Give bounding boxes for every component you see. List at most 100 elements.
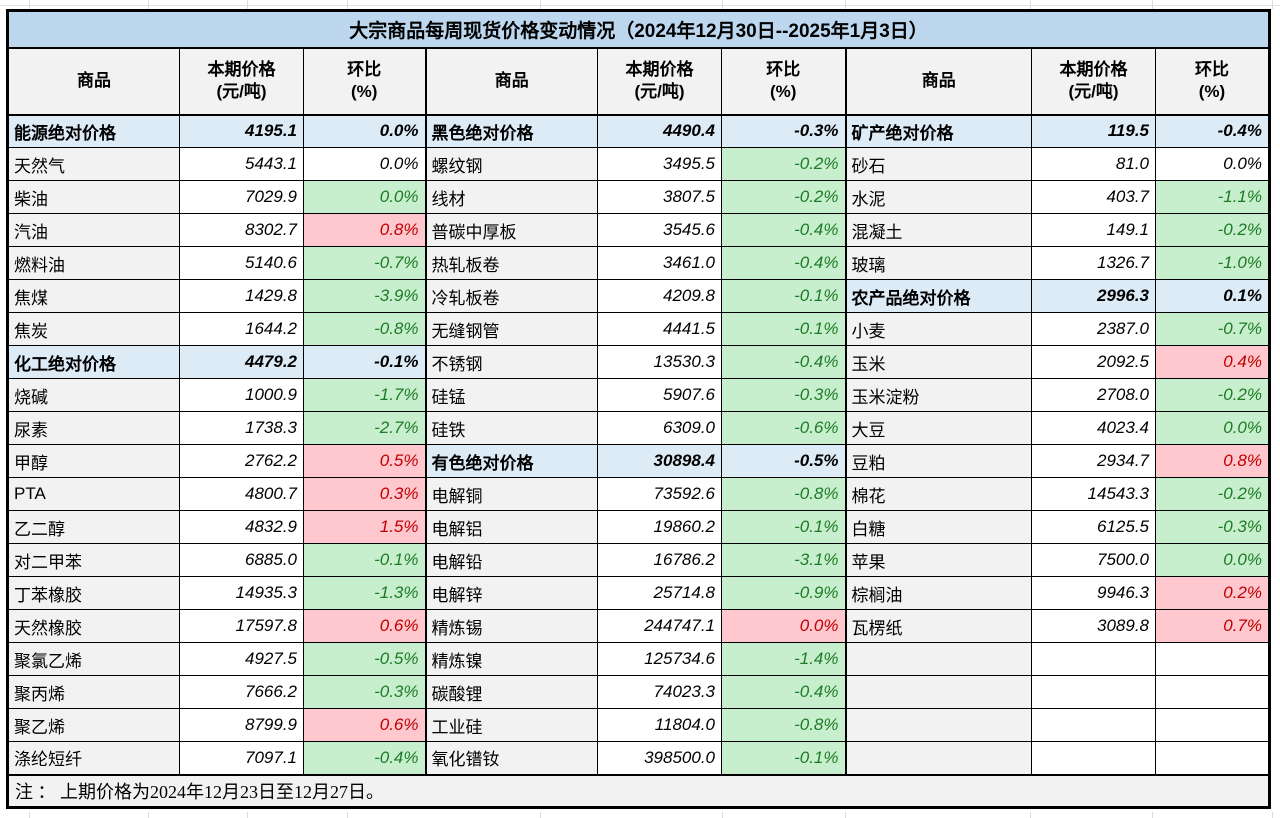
- price-cell: 14543.3: [1031, 477, 1156, 511]
- commodity-cell: 棕榈油: [844, 576, 1032, 610]
- price-cell: 2708.0: [1031, 378, 1156, 412]
- price-cell: 3807.5: [597, 180, 722, 214]
- sheet-gridline: [347, 0, 348, 9]
- pct-change-cell: -0.8%: [303, 312, 426, 346]
- commodity-cell: 天然气: [7, 147, 180, 181]
- commodity-cell: 砂石: [844, 147, 1032, 181]
- price-cell: [1031, 642, 1156, 676]
- price-cell: 2762.2: [179, 444, 304, 478]
- sheet-gridline: [247, 0, 248, 9]
- price-cell: 7097.1: [179, 741, 304, 775]
- price-cell: 3495.5: [597, 147, 722, 181]
- price-cell: 4023.4: [1031, 411, 1156, 445]
- table-row: 涤纶短纤 7097.1 -0.4% 氧化镨钕 398500.0 -0.1%: [7, 741, 1270, 775]
- pct-change-cell: 0.8%: [303, 213, 426, 247]
- price-cell: 17597.8: [179, 609, 304, 643]
- table-title: 大宗商品每周现货价格变动情况（2024年12月30日--2025年1月3日）: [7, 10, 1270, 49]
- commodity-cell: 大豆: [844, 411, 1032, 445]
- commodity-cell: 焦煤: [7, 279, 180, 313]
- col-header-pct-line1: 环比: [766, 59, 801, 79]
- pct-change-cell: -0.3%: [303, 675, 426, 709]
- price-cell: 244747.1: [597, 609, 722, 643]
- sheet-gridline: [29, 0, 30, 9]
- price-cell: 13530.3: [597, 345, 722, 379]
- table-row: 天然气 5443.1 0.0% 螺纹钢 3495.5 -0.2% 砂石 81.0 0.0%: [7, 147, 1270, 181]
- commodity-cell: 黑色绝对价格: [424, 114, 598, 148]
- commodity-cell: 电解锌: [424, 576, 598, 610]
- pct-change-cell: -0.8%: [721, 477, 846, 511]
- commodity-cell: 燃料油: [7, 246, 180, 280]
- price-cell: 7029.9: [179, 180, 304, 214]
- col-header-pct-line1: 环比: [1195, 59, 1229, 79]
- table-row: 对二甲苯 6885.0 -0.1% 电解铅 16786.2 -3.1% 苹果 7500.0 0.…: [7, 543, 1270, 577]
- price-cell: 30898.4: [597, 444, 722, 478]
- table-row: 聚丙烯 7666.2 -0.3% 碳酸锂 74023.3 -0.4%: [7, 675, 1270, 709]
- sheet-gridline: [1152, 812, 1153, 818]
- commodity-cell: [844, 675, 1032, 709]
- commodity-cell: [844, 642, 1032, 676]
- header-row: 商品 本期价格 (元/吨) 环比 (%) 商品 本期价格 (元/吨) 环比 (%) 商品…: [7, 47, 1270, 116]
- sheet-gridline: [0, 5, 1280, 6]
- price-cell: 2387.0: [1031, 312, 1156, 346]
- commodity-cell: 化工绝对价格: [7, 345, 180, 379]
- pct-change-cell: 0.6%: [303, 609, 426, 643]
- commodity-cell: 能源绝对价格: [7, 114, 180, 148]
- price-cell: 4209.8: [597, 279, 722, 313]
- price-cell: 16786.2: [597, 543, 722, 577]
- table-row: 丁苯橡胶 14935.3 -1.3% 电解锌 25714.8 -0.9% 棕榈油 9946.3…: [7, 576, 1270, 610]
- pct-change-cell: -0.3%: [721, 378, 846, 412]
- price-cell: 5443.1: [179, 147, 304, 181]
- sheet-gridline: [1272, 812, 1273, 818]
- pct-change-cell: 0.0%: [303, 147, 426, 181]
- table-row: 甲醇 2762.2 0.5% 有色绝对价格 30898.4 -0.5% 豆粕 2934.7 0.…: [7, 444, 1270, 478]
- price-cell: 8799.9: [179, 708, 304, 742]
- col-header-price-line2: (元/吨): [634, 82, 685, 101]
- pct-change-cell: -0.1%: [721, 312, 846, 346]
- commodity-cell: 电解铜: [424, 477, 598, 511]
- pct-change-cell: 1.5%: [303, 510, 426, 544]
- pct-change-cell: -0.1%: [303, 345, 426, 379]
- table-note: 注 ： 上期价格为2024年12月23日至12月27日。: [7, 773, 1270, 808]
- pct-change-cell: -0.1%: [721, 510, 846, 544]
- col-header-price-line2: (元/吨): [216, 82, 267, 101]
- sheet-gridline: [148, 812, 149, 818]
- sheet-gridline: [722, 0, 723, 9]
- price-cell: 3461.0: [597, 246, 722, 280]
- pct-change-cell: -0.3%: [1155, 510, 1270, 544]
- pct-change-cell: -3.1%: [721, 543, 846, 577]
- commodity-cell: 瓦楞纸: [844, 609, 1032, 643]
- price-cell: 125734.6: [597, 642, 722, 676]
- commodity-cell: 有色绝对价格: [424, 444, 598, 478]
- commodity-cell: PTA: [7, 477, 180, 511]
- price-cell: 6309.0: [597, 411, 722, 445]
- price-cell: 4800.7: [179, 477, 304, 511]
- col-header-price-line1: 本期价格: [1059, 59, 1128, 79]
- price-cell: 4490.4: [597, 114, 722, 148]
- col-header-pct-line2: (%): [770, 82, 797, 101]
- table-row: 聚氯乙烯 4927.5 -0.5% 精炼镍 125734.6 -1.4%: [7, 642, 1270, 676]
- price-cell: 3089.8: [1031, 609, 1156, 643]
- pct-change-cell: 0.0%: [1155, 543, 1270, 577]
- commodity-cell: 硅铁: [424, 411, 598, 445]
- price-cell: 4927.5: [179, 642, 304, 676]
- sheet-gridline: [722, 812, 723, 818]
- commodity-cell: 混凝土: [844, 213, 1032, 247]
- commodity-cell: 苹果: [844, 543, 1032, 577]
- commodity-cell: 不锈钢: [424, 345, 598, 379]
- price-cell: 2996.3: [1031, 279, 1156, 313]
- sheet-gridline: [347, 812, 348, 818]
- pct-change-cell: 0.0%: [721, 609, 846, 643]
- col-header-commodity: 商品: [424, 47, 598, 116]
- table-row: 天然橡胶 17597.8 0.6% 精炼锡 244747.1 0.0% 瓦楞纸 3089.8 0…: [7, 609, 1270, 643]
- col-header-pct-line2: (%): [1198, 82, 1226, 101]
- pct-change-cell: -0.2%: [721, 147, 846, 181]
- commodity-cell: 矿产绝对价格: [844, 114, 1032, 148]
- commodity-cell: 柴油: [7, 180, 180, 214]
- commodity-cell: 对二甲苯: [7, 543, 180, 577]
- pct-change-cell: -0.5%: [303, 642, 426, 676]
- commodity-cell: 玉米淀粉: [844, 378, 1032, 412]
- note-row: 注 ： 上期价格为2024年12月23日至12月27日。: [7, 773, 1270, 808]
- commodity-cell: [844, 741, 1032, 775]
- commodity-cell: 烧碱: [7, 378, 180, 412]
- price-cell: 6885.0: [179, 543, 304, 577]
